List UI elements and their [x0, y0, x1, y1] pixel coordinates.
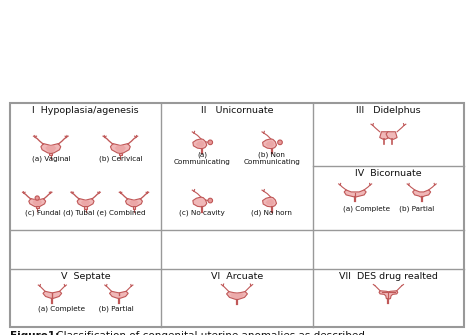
Text: (b) Non
Communicating: (b) Non Communicating [244, 152, 301, 165]
Text: (a) Complete      (b) Partial: (a) Complete (b) Partial [38, 306, 134, 312]
Bar [49, 153, 52, 155]
Text: Classification of congenital uterine anomalies as described: Classification of congenital uterine ano… [53, 331, 365, 335]
Bar [10, 103, 464, 327]
Text: (a) Vaginal: (a) Vaginal [31, 155, 70, 162]
Circle shape [208, 198, 212, 203]
Bar [119, 153, 122, 155]
Bar [84, 206, 87, 209]
Text: VI  Arcuate: VI Arcuate [211, 272, 263, 281]
Polygon shape [227, 291, 247, 300]
Polygon shape [230, 293, 244, 298]
Bar [133, 206, 135, 209]
Text: (c) No cavity: (c) No cavity [179, 210, 225, 216]
Circle shape [35, 196, 39, 200]
Text: III   Didelphus: III Didelphus [356, 106, 421, 115]
Polygon shape [109, 291, 128, 298]
Polygon shape [81, 200, 91, 206]
Polygon shape [77, 199, 94, 207]
Polygon shape [263, 139, 276, 149]
Text: (a) Complete    (b) Partial: (a) Complete (b) Partial [343, 206, 434, 212]
Polygon shape [29, 199, 46, 207]
Polygon shape [413, 190, 431, 197]
Polygon shape [126, 199, 142, 207]
Text: (a)
Communicating: (a) Communicating [173, 152, 230, 165]
Polygon shape [129, 200, 139, 206]
Text: IV  Bicornuate: IV Bicornuate [355, 169, 422, 178]
Polygon shape [265, 141, 274, 147]
Polygon shape [33, 198, 42, 206]
Circle shape [208, 140, 212, 145]
Text: I  Hypoplasia/agenesis: I Hypoplasia/agenesis [32, 106, 139, 115]
Circle shape [278, 140, 283, 145]
Text: (c) Fundal (d) Tubal (e) Combined: (c) Fundal (d) Tubal (e) Combined [25, 209, 146, 216]
Polygon shape [379, 291, 398, 299]
Text: VII  DES drug realted: VII DES drug realted [339, 272, 438, 281]
Polygon shape [196, 141, 204, 147]
Polygon shape [193, 139, 207, 149]
Text: Figure1:: Figure1: [10, 331, 59, 335]
Polygon shape [193, 197, 207, 207]
Polygon shape [265, 199, 274, 205]
Polygon shape [45, 145, 56, 152]
Polygon shape [386, 132, 397, 139]
Text: V  Septate: V Septate [61, 272, 110, 281]
Polygon shape [110, 144, 130, 153]
Text: II   Unicornuate: II Unicornuate [201, 106, 273, 115]
Polygon shape [43, 291, 62, 298]
Text: (b) Cerivical: (b) Cerivical [99, 155, 142, 162]
Text: (d) No horn: (d) No horn [251, 210, 292, 216]
Polygon shape [344, 190, 366, 197]
Polygon shape [263, 197, 276, 207]
Polygon shape [115, 145, 126, 152]
Bar [36, 206, 38, 208]
Polygon shape [41, 144, 61, 153]
Polygon shape [380, 132, 391, 139]
